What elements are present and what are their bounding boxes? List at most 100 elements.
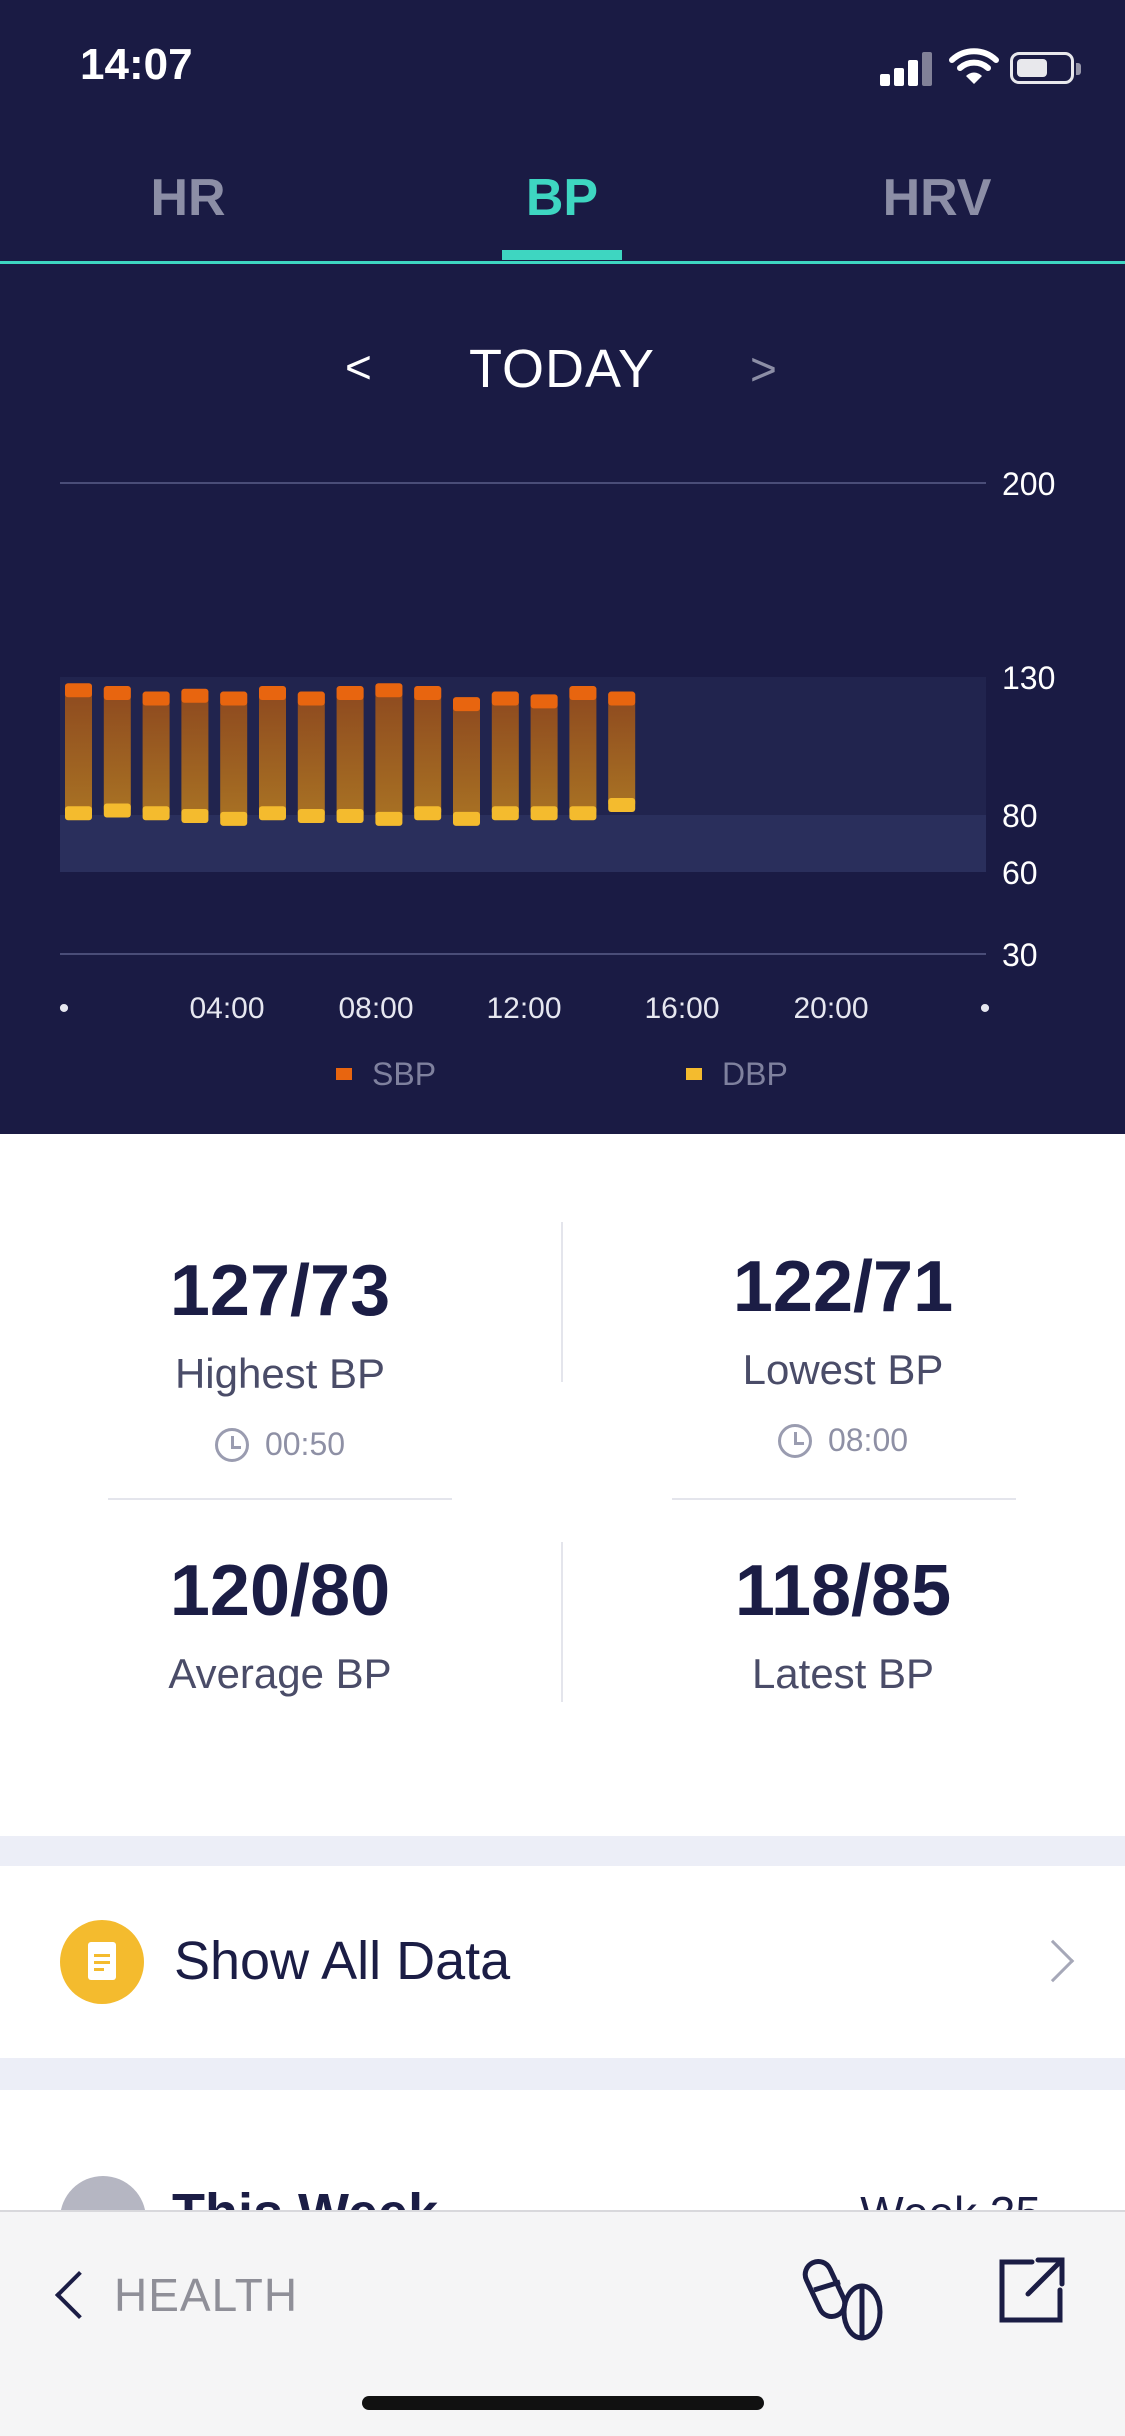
bp-bar: [297, 693, 325, 815]
date-label: TODAY: [468, 339, 656, 399]
sbp-point: [103, 686, 131, 701]
section-separator: [0, 2058, 1125, 2090]
this-week-title: This Week: [172, 2182, 438, 2210]
highest-bp: 127/73 Highest BP 00:50: [0, 1250, 560, 1463]
active-tab-indicator: [502, 250, 622, 260]
stats-divider-vertical: [561, 1222, 563, 1382]
sbp-point: [142, 691, 170, 706]
sbp-point: [530, 694, 558, 709]
next-day-button[interactable]: >: [750, 343, 777, 395]
y-tick-label: 200: [1002, 466, 1055, 502]
dbp-point: [259, 806, 286, 821]
bp-bar: [569, 688, 597, 813]
x-tick-label: •: [980, 992, 991, 1025]
dbp-point: [414, 806, 442, 821]
back-chevron-icon[interactable]: [54, 2270, 104, 2320]
average-bp: 120/80 Average BP: [0, 1550, 560, 1698]
x-tick-label: 08:00: [338, 992, 413, 1025]
dbp-point: [181, 809, 209, 823]
this-week-row[interactable]: This Week Week 35: [0, 2090, 1125, 2210]
normal-range-band: [60, 677, 986, 815]
highest-bp-time: 00:50: [264, 1426, 346, 1462]
stats-divider-horizontal: [108, 1498, 452, 1500]
show-all-data-label: Show All Data: [174, 1931, 511, 1991]
y-tick-label: 80: [1002, 798, 1038, 834]
tab-hr[interactable]: HR: [150, 169, 226, 227]
legend-swatch: [336, 1068, 352, 1080]
bp-chart-svg: 200 130 80 60 30 • 04:00 08:00 12:00 16:00 20:00 • S…: [59, 466, 1056, 1092]
y-tick-label: 30: [1002, 937, 1038, 973]
x-tick-label: 16:00: [644, 992, 719, 1025]
tab-bp[interactable]: BP: [525, 169, 599, 227]
dbp-point: [530, 806, 558, 821]
sbp-point: [336, 686, 364, 701]
previous-day-button[interactable]: <: [345, 341, 372, 393]
bp-bar: [491, 693, 519, 813]
bp-bar: [220, 693, 248, 818]
diastolic-range-band: [60, 815, 986, 872]
stats-divider-vertical: [561, 1542, 563, 1702]
section-separator: [0, 1836, 1125, 1866]
dbp-point: [375, 811, 403, 826]
average-bp-value: 120/80: [169, 1551, 391, 1631]
chart-icon: [60, 2176, 146, 2210]
clock-icon: [777, 1423, 812, 1458]
sbp-point: [453, 697, 480, 712]
back-button-label[interactable]: HEALTH: [114, 2269, 299, 2321]
tab-hrv[interactable]: HRV: [882, 169, 992, 227]
date-navigator: < TODAY >: [0, 330, 1125, 410]
y-tick-label: 60: [1002, 855, 1038, 891]
dbp-point: [103, 803, 131, 818]
sbp-point: [491, 691, 519, 706]
external-link-icon[interactable]: [996, 2254, 1068, 2326]
bp-bar: [453, 699, 480, 818]
sbp-point: [297, 691, 325, 706]
dbp-point: [142, 806, 170, 821]
bp-bar: [103, 688, 131, 810]
signal-icon: [880, 50, 936, 86]
bp-bar: [608, 693, 636, 804]
wifi-icon: [949, 48, 999, 84]
x-tick-label: •: [59, 992, 70, 1025]
bottom-toolbar: HEALTH: [0, 2210, 1125, 2436]
stats-divider-horizontal: [672, 1498, 1016, 1500]
bp-chart: 200 130 80 60 30 • 04:00 08:00 12:00 16:00 20:00 • S…: [0, 440, 1125, 1120]
average-bp-label: Average BP: [168, 1650, 392, 1697]
lowest-bp-label: Lowest BP: [742, 1346, 944, 1393]
dbp-point: [608, 797, 636, 812]
bp-bar: [530, 696, 558, 813]
bp-stats: 127/73 Highest BP 00:50 122/71 Lowest BP…: [0, 1134, 1125, 1834]
pills-icon[interactable]: [800, 2254, 890, 2344]
chevron-right-icon: [1031, 1939, 1075, 1983]
bp-bar: [414, 688, 442, 813]
show-all-data-row[interactable]: Show All Data: [0, 1866, 1125, 2058]
bp-bar: [65, 685, 92, 813]
sbp-point: [414, 686, 442, 701]
latest-bp-value: 118/85: [734, 1551, 952, 1631]
dbp-point: [65, 806, 92, 821]
sbp-point: [181, 688, 209, 703]
sbp-point: [259, 686, 286, 701]
dbp-point: [297, 809, 325, 823]
x-tick-label: 20:00: [793, 992, 868, 1025]
dbp-point: [220, 811, 248, 826]
sbp-point: [220, 691, 248, 706]
sbp-point: [608, 691, 636, 706]
legend-swatch: [686, 1068, 702, 1080]
legend-label: DBP: [722, 1056, 788, 1092]
x-tick-label: 04:00: [189, 992, 264, 1025]
status-bar: 14:07: [0, 0, 1125, 130]
status-time: 14:07: [80, 40, 193, 89]
legend-label: SBP: [372, 1056, 436, 1092]
highest-bp-value: 127/73: [169, 1251, 391, 1331]
home-indicator: [362, 2396, 764, 2410]
dbp-point: [336, 809, 364, 823]
latest-bp: 118/85 Latest BP: [563, 1550, 1123, 1698]
week-number: Week 35: [860, 2186, 1041, 2210]
bp-bar: [375, 685, 403, 818]
header-panel: 14:07 HR BP HRV < TODAY > 200 130 80 60 30 • 0…: [0, 0, 1125, 1134]
metric-tabs: HR BP HRV: [0, 150, 1125, 264]
dbp-point: [491, 806, 519, 821]
x-tick-label: 12:00: [486, 992, 561, 1025]
latest-bp-label: Latest BP: [751, 1650, 935, 1697]
